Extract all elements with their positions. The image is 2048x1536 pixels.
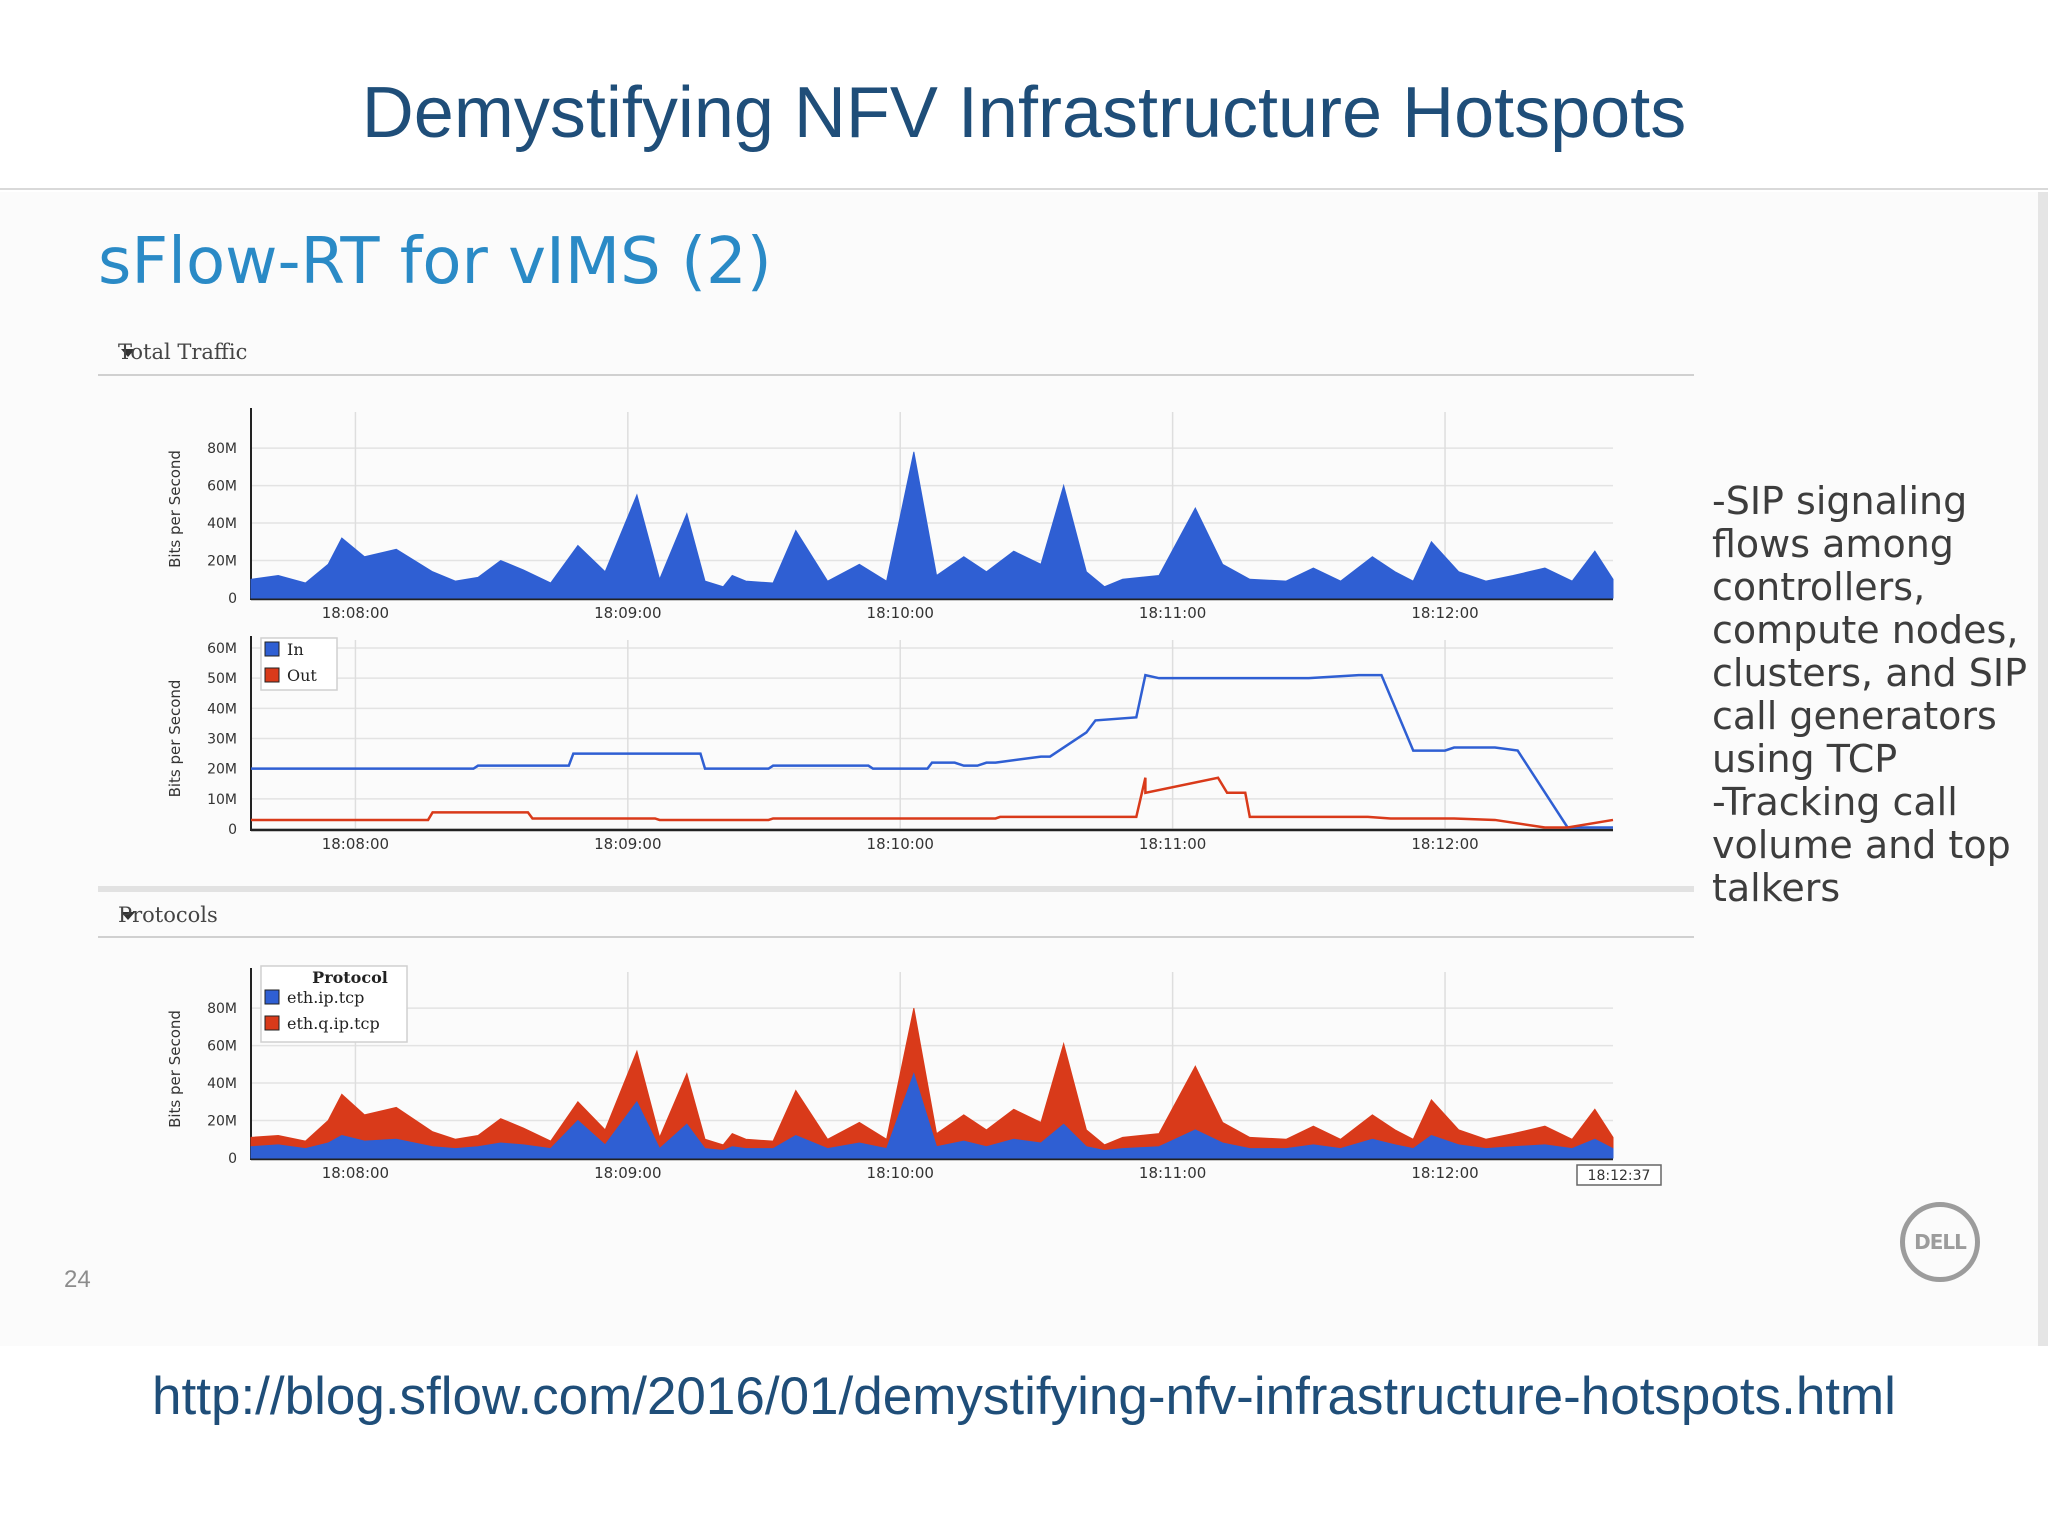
legend-title: Protocol: [312, 968, 388, 987]
y-tick-label: 60M: [207, 1039, 237, 1055]
slide-title: Demystifying NFV Infrastructure Hotspots: [361, 73, 1687, 153]
x-tick-label: 18:08:00: [322, 835, 389, 853]
x-tick-label: 18:08:00: [322, 1164, 389, 1182]
protocols-rule: [98, 936, 1694, 938]
slide-subtitle: sFlow-RT for vIMS (2): [98, 225, 772, 299]
legend-box: [260, 965, 408, 1043]
y-axis-label: Bits per Second: [166, 450, 184, 568]
protocols-collapse-icon[interactable]: [121, 912, 135, 920]
x-tick-label: 18:10:00: [867, 835, 934, 853]
y-tick-label: 80M: [207, 441, 237, 457]
x-tick-label: 18:11:00: [1139, 835, 1206, 853]
y-axis-label: Bits per Second: [166, 680, 184, 798]
y-tick-label: 60M: [207, 479, 237, 495]
y-tick-label: 40M: [207, 701, 237, 717]
y-tick-label: 50M: [207, 671, 237, 687]
y-tick-label: 20M: [207, 554, 237, 570]
y-tick-label: 60M: [207, 641, 237, 657]
x-tick-label: 18:12:00: [1411, 1164, 1478, 1182]
slide-panel-edge: [2038, 192, 2048, 1346]
protocols-header[interactable]: Protocols: [118, 903, 218, 927]
legend-swatch: [264, 1015, 280, 1031]
y-tick-label: 0: [228, 1151, 237, 1167]
x-tick-label: 18:12:00: [1411, 604, 1478, 622]
protocols-chart: 0 20M 40M 60M 80M 18:08:00 18:09:00 18:10:00 18:…: [166, 965, 1662, 1186]
y-tick-label: 30M: [207, 732, 237, 748]
y-tick-label: 20M: [207, 762, 237, 778]
protocols-separator: [98, 886, 1694, 892]
source-url[interactable]: http://blog.sflow.com/2016/01/demystifyi…: [152, 1367, 1896, 1426]
x-tick-label: 18:09:00: [594, 835, 661, 853]
end-time-label: 18:12:37: [1588, 1168, 1651, 1184]
legend-swatch: [264, 641, 280, 657]
y-tick-label: 0: [228, 822, 237, 838]
title-divider: [0, 188, 2048, 190]
x-tick-label: 18:09:00: [594, 1164, 661, 1182]
in-out-chart: 0 10M 20M 30M 40M 50M 60M 18:08:00 18:09:00 18:10…: [166, 636, 1614, 853]
y-tick-label: 40M: [207, 516, 237, 532]
bullet-item: -Tracking call volume and top talkers: [1712, 780, 2011, 910]
legend-label: Out: [287, 666, 317, 685]
out-line-series: [251, 776, 1614, 829]
y-tick-label: 0: [228, 591, 237, 607]
x-tick-label: 18:12:00: [1411, 835, 1478, 853]
total-traffic-rule: [98, 374, 1694, 376]
dell-logo-text: DELL: [1914, 1230, 1967, 1254]
x-tick-label: 18:10:00: [867, 604, 934, 622]
legend-swatch: [264, 989, 280, 1005]
total-traffic-chart: 0 20M 40M 60M 80M 18:08:00 18:09:00 18:10:00 18:…: [166, 408, 1614, 622]
bullet-item: -SIP signaling flows among controllers, …: [1712, 479, 2028, 781]
y-tick-label: 80M: [207, 1001, 237, 1017]
y-tick-label: 10M: [207, 792, 237, 808]
total-traffic-header[interactable]: Total Traffic: [118, 340, 248, 364]
x-tick-label: 18:08:00: [322, 604, 389, 622]
bullet-list: -SIP signaling flows among controllers, …: [1712, 480, 2032, 910]
y-axis-label: Bits per Second: [166, 1010, 184, 1128]
legend-swatch: [264, 667, 280, 683]
legend-label: eth.ip.tcp: [287, 988, 364, 1007]
end-time-box: [1576, 1164, 1662, 1186]
traffic-area-series: [250, 451, 1614, 599]
legend-label: eth.q.ip.tcp: [287, 1014, 380, 1033]
x-tick-label: 18:11:00: [1139, 604, 1206, 622]
total-traffic-collapse-icon[interactable]: [121, 349, 135, 357]
eth-q-ip-tcp-area: [250, 1008, 1614, 1159]
x-tick-label: 18:11:00: [1139, 1164, 1206, 1182]
dell-logo: DELL: [1900, 1202, 1980, 1282]
x-tick-label: 18:09:00: [594, 604, 661, 622]
in-line-series: [251, 673, 1613, 829]
y-tick-label: 40M: [207, 1076, 237, 1092]
eth-ip-tcp-area: [250, 1072, 1614, 1159]
x-tick-label: 18:10:00: [867, 1164, 934, 1182]
legend-label: In: [287, 640, 304, 659]
page-number: 24: [64, 1266, 91, 1293]
y-tick-label: 20M: [207, 1114, 237, 1130]
